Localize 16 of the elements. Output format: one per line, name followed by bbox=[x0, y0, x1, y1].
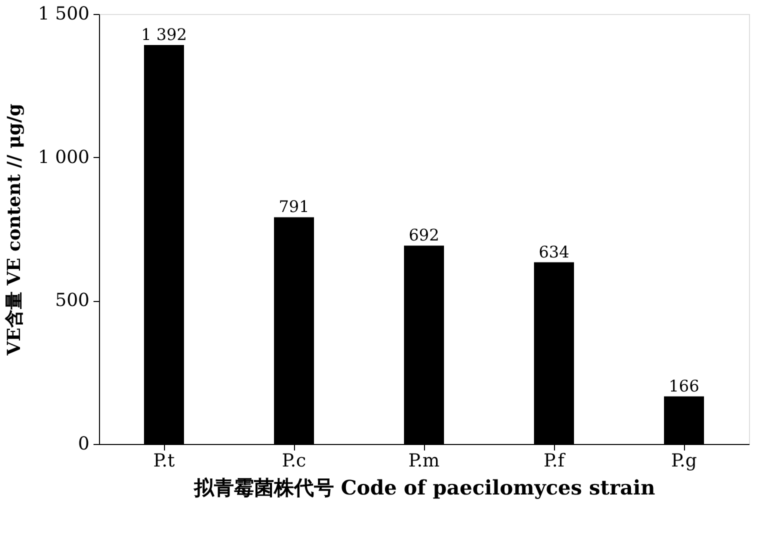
y-tick-label: 1 500 bbox=[38, 4, 90, 24]
y-tick-label: 1 000 bbox=[38, 146, 90, 168]
y-tick-label: 0 bbox=[78, 434, 90, 454]
data-label: 692 bbox=[408, 226, 440, 245]
data-label: 166 bbox=[668, 376, 700, 396]
y-axis-title: VE含量 VE content // μg/g bbox=[4, 103, 25, 356]
data-label: 791 bbox=[278, 197, 310, 216]
x-axis-title: 拟青霉菌株代号 Code of paecilomyces strain bbox=[192, 476, 656, 500]
data-label: 634 bbox=[538, 242, 570, 262]
x-tick-label: P.c bbox=[282, 450, 306, 472]
x-tick-label: P.t bbox=[153, 450, 176, 472]
y-tick-label: 500 bbox=[55, 290, 90, 312]
x-tick-label: P.m bbox=[408, 450, 440, 472]
x-tick-label: P.f bbox=[544, 450, 566, 472]
data-label: 1 392 bbox=[141, 24, 187, 44]
x-tick-label: P.g bbox=[671, 450, 697, 472]
